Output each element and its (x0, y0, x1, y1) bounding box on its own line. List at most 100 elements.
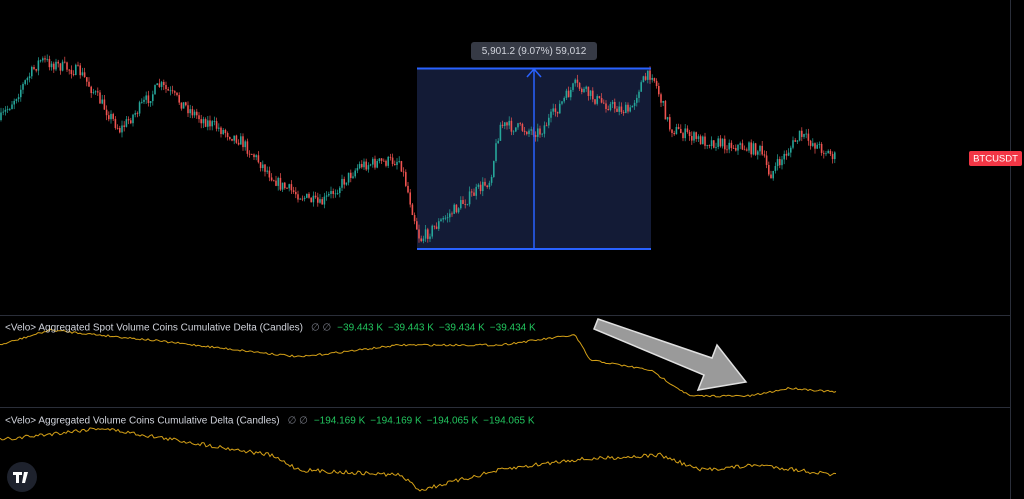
candle-body (81, 72, 84, 76)
candle-body (787, 152, 790, 156)
candle-body (757, 151, 759, 155)
candle-body (748, 142, 750, 151)
measure-label-box (471, 42, 597, 60)
candle-body (567, 90, 570, 98)
candle-body (391, 157, 394, 164)
candle-body (231, 138, 233, 141)
candle-body (94, 91, 97, 93)
candle-body (543, 125, 546, 134)
candle-body (376, 161, 378, 168)
candle-body (691, 136, 693, 141)
candle-body (464, 203, 466, 205)
candle-body (471, 191, 473, 193)
candle-body (596, 96, 598, 104)
candle-body (147, 95, 150, 104)
candle-body (158, 83, 161, 87)
candle-body (200, 119, 202, 124)
candle-body (422, 238, 425, 242)
candle-body (746, 149, 748, 151)
candle-body (273, 180, 275, 182)
candle-body (233, 135, 235, 141)
candle-body (651, 77, 653, 80)
candle-body (244, 141, 246, 148)
candle-body (611, 101, 614, 105)
candle-body (741, 143, 744, 150)
candle-body (39, 60, 42, 62)
candle-body (682, 133, 684, 139)
candle-body (825, 153, 827, 155)
candle-body (660, 94, 662, 103)
candle-body (339, 187, 341, 194)
candle-body (37, 60, 40, 71)
candle-body (433, 225, 436, 227)
candle-body (178, 95, 180, 103)
candle-body (816, 144, 818, 149)
indicator-line (0, 328, 837, 398)
candle-body (466, 204, 469, 206)
candle-body (224, 129, 227, 134)
candle-body (636, 97, 638, 103)
candle-body (28, 76, 31, 79)
candle-body (350, 172, 352, 178)
candle-body (728, 142, 730, 150)
candle-body (484, 181, 486, 186)
candle-body (625, 104, 627, 114)
candle-body (145, 95, 147, 100)
candle-body (710, 140, 713, 147)
candle-body (198, 115, 200, 120)
candle-body (369, 164, 372, 166)
candle-body (675, 127, 678, 135)
candle-body (666, 117, 669, 120)
candle-body (801, 130, 803, 137)
candle-body (125, 119, 128, 127)
candle-body (561, 101, 563, 104)
candle-body (108, 115, 110, 120)
candle-body (585, 86, 587, 89)
candle-body (550, 111, 552, 118)
pane-title: <Velo> Aggregated Volume Coins Cumulativ… (5, 416, 280, 427)
candle-body (680, 128, 682, 134)
pane-value: −39.434 K (439, 323, 485, 334)
candle-body (517, 123, 519, 128)
candle-body (174, 91, 176, 93)
candle-body (112, 113, 114, 119)
candle-body (248, 153, 251, 155)
candle-body (534, 135, 537, 137)
candle-body (299, 198, 301, 200)
candle-body (297, 194, 299, 200)
candle-body (152, 94, 154, 102)
candle-body (629, 107, 631, 112)
candle-body (187, 105, 189, 114)
candle-body (583, 88, 585, 93)
candle-body (257, 155, 260, 163)
candle-body (191, 109, 194, 116)
candle-body (0, 112, 2, 120)
candle-body (44, 58, 46, 60)
candle-body (794, 140, 796, 142)
candle-body (763, 154, 766, 156)
candle-body (620, 106, 623, 112)
candle-body (240, 136, 242, 145)
candle-body (61, 61, 64, 71)
candle-body (717, 138, 719, 147)
candle-body (519, 123, 521, 125)
candle-body (831, 154, 834, 160)
candle-body (321, 199, 323, 205)
candle-body (693, 132, 695, 141)
candle-body (554, 108, 557, 112)
candle-body (541, 133, 543, 135)
candle-body (229, 137, 231, 139)
candle-body (325, 195, 328, 197)
candle-body (9, 109, 11, 110)
candle-body (97, 91, 99, 93)
candle-body (385, 160, 387, 166)
candle-body (640, 82, 642, 92)
candle-body (336, 193, 339, 194)
candle-body (792, 140, 794, 148)
candle-body (57, 61, 59, 64)
candle-body (673, 132, 675, 135)
candle-body (669, 117, 671, 130)
candle-body (515, 127, 517, 132)
candle-body (715, 146, 717, 148)
